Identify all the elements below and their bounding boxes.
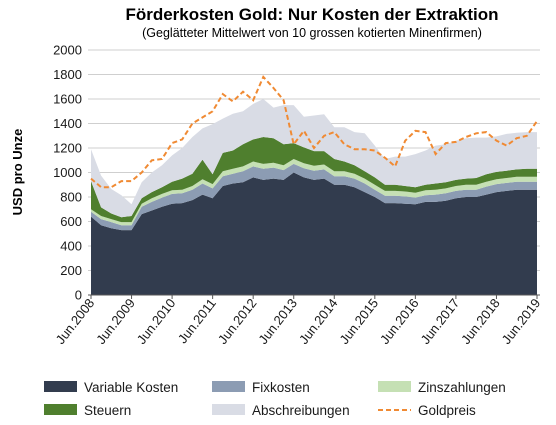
x-tick-label-11: Jun.2019 — [499, 296, 544, 347]
line-layer — [90, 75, 538, 189]
chart-subtitle: (Geglätteter Mittelwert von 10 grossen k… — [142, 26, 482, 40]
legend-swatch-3 — [44, 404, 77, 415]
y-tick-label-1600: 1600 — [53, 92, 82, 107]
y-tick-label-1800: 1800 — [53, 67, 82, 82]
legend-swatch-4 — [212, 404, 245, 415]
x-tick-label-10: Jun.2018 — [458, 296, 503, 347]
legend-label-2: Zinszahlungen — [418, 380, 506, 395]
area-series-0 — [91, 172, 537, 295]
legend-label-3: Steuern — [84, 403, 131, 418]
y-tick-label-0: 0 — [75, 288, 82, 303]
x-tick-label-9: Jun.2017 — [418, 296, 463, 347]
x-tick-label-2: Jun.2010 — [134, 296, 179, 347]
y-tick-label-1000: 1000 — [53, 165, 82, 180]
area-series-3 — [91, 137, 537, 223]
y-tick-label-600: 600 — [60, 214, 82, 229]
chart-title: Förderkosten Gold: Nur Kosten der Extrak… — [125, 5, 498, 24]
y-tick-label-200: 200 — [60, 263, 82, 278]
legend-swatch-2 — [378, 381, 411, 392]
x-tick-label-6: Jun.2014 — [296, 296, 341, 347]
x-tick-label-4: Jun.2012 — [215, 296, 260, 347]
legend-label-0: Variable Kosten — [84, 380, 178, 395]
x-tick-label-1: Jun.2009 — [93, 296, 138, 347]
legend-swatch-0 — [44, 381, 77, 392]
y-tick-label-1400: 1400 — [53, 116, 82, 131]
line-series-5 — [90, 75, 538, 189]
area-series-1 — [91, 163, 537, 231]
legend-swatch-1 — [212, 381, 245, 392]
legend-label-5: Goldpreis — [418, 403, 476, 418]
x-tick-label-3: Jun.2011 — [175, 296, 219, 347]
y-tick-label-800: 800 — [60, 190, 82, 205]
x-tick-label-0: Jun.2008 — [53, 296, 98, 347]
legend: Variable Kosten Fixkosten Zinszahlungen Ste… — [44, 380, 506, 418]
area-series-2 — [91, 159, 537, 226]
area-series-4 — [91, 99, 537, 218]
y-axis-label: USD pro Unze — [10, 129, 25, 216]
y-tick-label-2000: 2000 — [53, 43, 82, 58]
legend-label-1: Fixkosten — [252, 380, 310, 395]
area-layer — [91, 99, 537, 295]
x-tick-label-5: Jun.2013 — [255, 296, 300, 347]
y-tick-label-1200: 1200 — [53, 141, 82, 156]
x-tick-label-8: Jun.2016 — [377, 296, 422, 347]
x-tick-label-7: Jun.2015 — [336, 296, 381, 347]
y-tick-label-400: 400 — [60, 239, 82, 254]
legend-label-4: Abschreibungen — [252, 403, 350, 418]
